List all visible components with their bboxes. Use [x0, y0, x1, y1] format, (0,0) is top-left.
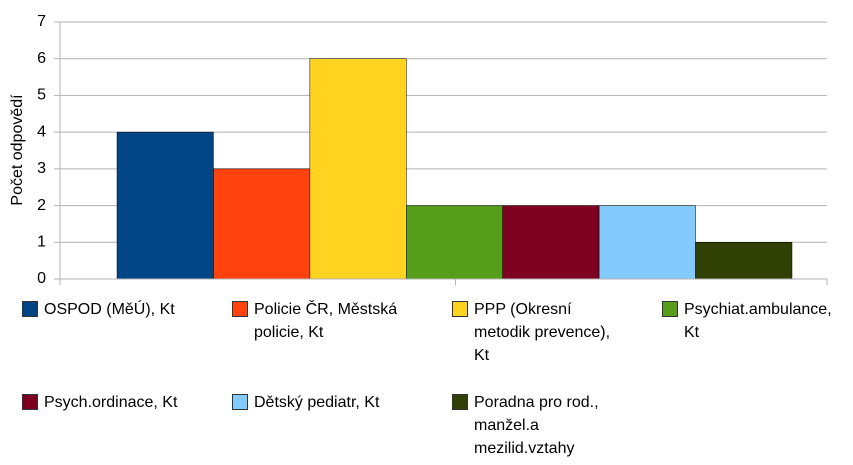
legend-label: PPP (Okresní metodik prevence), Kt [474, 301, 611, 364]
bar [695, 242, 793, 280]
y-tick-label: 6 [37, 50, 46, 67]
legend-swatch [22, 301, 38, 317]
legend-label: Psychiat.ambulance, Kt [684, 301, 832, 341]
legend-swatch [662, 301, 678, 317]
legend-label: Policie ČR, Městská policie, Kt [254, 301, 398, 341]
bar [116, 131, 214, 280]
legend-label: OSPOD (MěÚ), Kt [44, 301, 175, 318]
legend-item: Poradna pro rod., manžel.a mezilid.vztah… [452, 391, 622, 460]
bar [213, 168, 311, 280]
legend-label: Psych.ordinace, Kt [44, 394, 178, 411]
legend-item: Psychiat.ambulance, Kt [662, 298, 847, 344]
y-tick-label: 5 [37, 87, 46, 104]
legend-item: OSPOD (MěÚ), Kt [22, 298, 212, 321]
y-tick-label: 7 [37, 13, 46, 30]
legend-item: Psych.ordinace, Kt [22, 391, 212, 414]
y-tick-label: 4 [37, 123, 46, 140]
legend-swatch [22, 394, 38, 410]
legend-label: Poradna pro rod., manžel.a mezilid.vztah… [474, 394, 599, 457]
legend-swatch [452, 301, 468, 317]
bar [309, 58, 407, 280]
y-tick-label: 3 [37, 160, 46, 177]
legend-item: Policie ČR, Městská policie, Kt [232, 298, 427, 344]
bar [406, 205, 503, 280]
y-axis-label: Počet odpovědí [9, 94, 26, 206]
y-tick-label: 1 [37, 234, 46, 251]
bar [502, 205, 600, 280]
legend-swatch [232, 394, 248, 410]
y-tick-label: 0 [37, 270, 46, 287]
legend-swatch [452, 394, 468, 410]
bar [598, 205, 696, 280]
legend-swatch [232, 301, 248, 317]
legend-item: PPP (Okresní metodik prevence), Kt [452, 298, 622, 367]
legend-label: Dětský pediatr, Kt [254, 394, 380, 411]
legend-item: Dětský pediatr, Kt [232, 391, 427, 414]
y-tick-label: 2 [37, 197, 46, 214]
